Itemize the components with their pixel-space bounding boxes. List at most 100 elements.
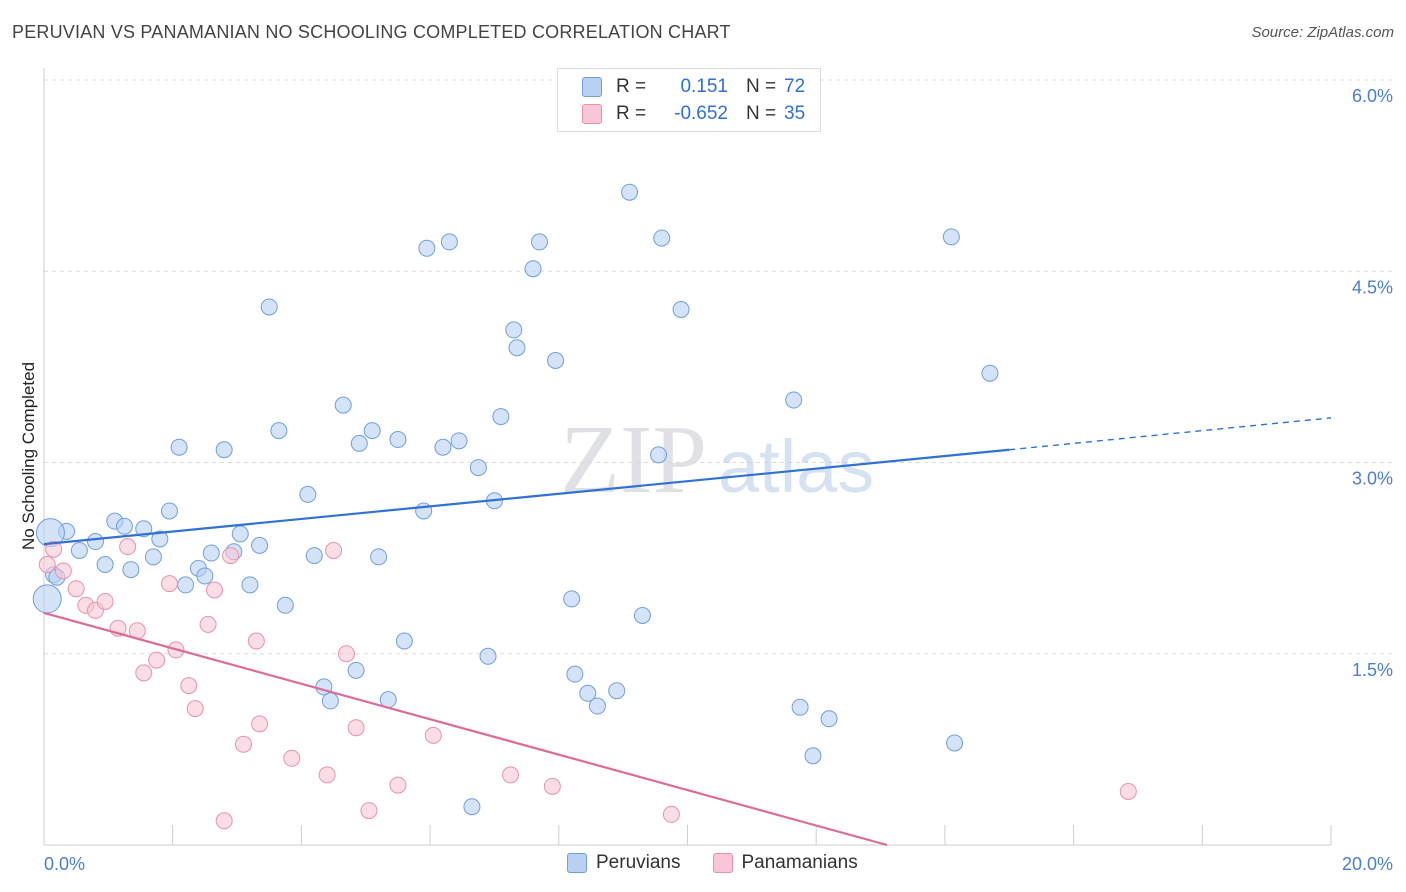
panamanian-point xyxy=(325,541,343,559)
legend-row-peruvians: R = 0.151 N = 72 xyxy=(582,75,805,99)
peruvian-point xyxy=(370,548,388,566)
peruvian-point xyxy=(650,446,668,464)
legend-n-label: N = xyxy=(746,103,777,124)
panamanian-point xyxy=(318,766,336,784)
peruvian-point xyxy=(563,590,581,608)
y-tick-label: 1.5% xyxy=(1352,660,1393,680)
peruvian-point xyxy=(202,544,220,562)
peruvian-point xyxy=(547,352,565,369)
panamanian-point xyxy=(347,719,365,737)
peruvian-point xyxy=(621,183,639,201)
correlation-legend: R = 0.151 N = 72 R = -0.652 N = 35 xyxy=(557,68,821,132)
peruvian-point xyxy=(334,396,352,414)
peruvian-point xyxy=(785,391,803,409)
peruvian-point xyxy=(579,684,597,702)
peruvian-point xyxy=(321,692,339,710)
panamanian-point xyxy=(389,776,407,794)
panamanian-point xyxy=(96,592,114,610)
peruvian-point xyxy=(347,661,365,679)
peruvian-trend-extension xyxy=(1009,417,1332,451)
panamanian-point xyxy=(160,575,178,593)
peruvian-point xyxy=(395,632,413,650)
series-legend: Peruvians Panamanians xyxy=(567,852,890,874)
peruvian-point xyxy=(946,734,964,752)
legend-r-value: -0.652 xyxy=(674,103,728,124)
peruvian-trend-line xyxy=(43,448,1010,546)
legend-item-panamanians[interactable]: Panamanians xyxy=(712,852,858,874)
x-tick-label: 20.0% xyxy=(1342,854,1393,874)
chart-title: PERUVIAN VS PANAMANIAN NO SCHOOLING COMP… xyxy=(12,22,731,42)
panamanian-point xyxy=(215,812,233,830)
peruvian-point xyxy=(115,517,133,535)
panamanian-point xyxy=(199,615,217,633)
panamanian-point xyxy=(206,581,224,599)
axes xyxy=(43,68,1332,846)
panamanian-point xyxy=(135,664,153,682)
peruvian-point xyxy=(566,665,584,683)
panamanian-point xyxy=(360,802,378,820)
peruvian-point xyxy=(96,556,114,573)
panamanian-point xyxy=(119,538,137,556)
panamanian-point xyxy=(222,547,240,565)
watermark-zip: ZIP xyxy=(560,406,707,514)
peruvian-point xyxy=(434,438,452,456)
panamanian-point xyxy=(543,777,561,795)
legend-item-peruvians[interactable]: Peruvians xyxy=(567,852,681,874)
panamanian-point xyxy=(283,749,301,767)
peruvian-point xyxy=(144,548,162,566)
watermark-atlas: atlas xyxy=(718,425,874,508)
panamanian-point xyxy=(502,766,520,784)
panamanian-point xyxy=(234,735,252,753)
x-tick-label: 0.0% xyxy=(44,854,85,874)
legend-swatch-peruvians xyxy=(582,77,602,97)
peruvian-point xyxy=(70,541,88,559)
y-axis-label: No Schooling Completed xyxy=(19,362,38,550)
peruvian-point xyxy=(653,229,671,247)
peruvian-point xyxy=(492,408,510,426)
panamanian-point xyxy=(662,805,680,823)
peruvian-point xyxy=(418,239,436,257)
y-tick-label: 6.0% xyxy=(1352,86,1393,106)
peruvian-point xyxy=(122,561,140,579)
legend-label-peruvians: Peruvians xyxy=(596,852,681,873)
legend-label-panamanians: Panamanians xyxy=(741,852,858,873)
peruvian-point xyxy=(251,536,269,554)
tick-labels: 1.5% 3.0% 4.5% 6.0% 0.0% 20.0% xyxy=(44,86,1393,874)
chart-source: Source: ZipAtlas.com xyxy=(1251,24,1394,41)
panamanian-point xyxy=(247,632,265,650)
panamanian-point xyxy=(251,715,269,733)
peruvian-point xyxy=(508,339,526,357)
legend-swatch-peruvians xyxy=(567,853,587,873)
panamanian-point xyxy=(424,726,442,744)
legend-swatch-panamanians xyxy=(712,853,733,873)
peruvian-point xyxy=(981,364,999,382)
legend-row-panamanians: R = -0.652 N = 35 xyxy=(582,102,805,126)
peruvian-point xyxy=(299,485,317,503)
peruvian-point xyxy=(177,576,195,594)
peruvian-point xyxy=(463,798,481,816)
peruvian-point xyxy=(196,567,214,585)
data-points xyxy=(32,183,1137,830)
peruvian-point xyxy=(241,576,259,594)
panamanian-point xyxy=(67,580,85,598)
peruvian-point xyxy=(270,422,288,440)
peruvian-point xyxy=(32,584,62,614)
peruvian-point xyxy=(215,441,233,459)
y-tick-label: 3.0% xyxy=(1352,469,1393,489)
legend-r-label: R = xyxy=(616,103,647,124)
peruvian-point xyxy=(170,438,188,456)
peruvian-point xyxy=(135,520,153,538)
legend-n-value: 72 xyxy=(784,76,806,97)
peruvian-point xyxy=(450,432,468,450)
peruvian-point xyxy=(276,596,294,614)
peruvian-point xyxy=(588,697,606,715)
panamanian-point xyxy=(38,556,56,573)
peruvian-point xyxy=(260,298,278,316)
panamanian-point xyxy=(148,651,166,669)
trend-lines xyxy=(43,417,1332,847)
peruvian-point xyxy=(505,321,523,339)
peruvian-point xyxy=(469,459,487,477)
panamanian-point xyxy=(1119,782,1137,800)
panamanian-point xyxy=(180,677,198,695)
